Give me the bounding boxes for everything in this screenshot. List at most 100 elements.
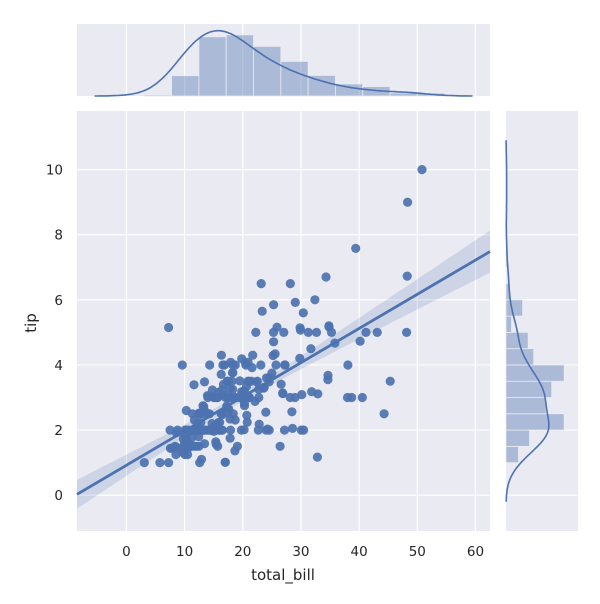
scatter-point	[276, 379, 286, 389]
scatter-point	[299, 425, 309, 435]
scatter-point	[196, 454, 207, 464]
scatter-point	[355, 336, 365, 346]
scatter-point	[257, 306, 267, 316]
marginal-x-kde	[94, 29, 473, 97]
scatter-point	[357, 392, 367, 403]
scatter-point	[256, 360, 266, 370]
x-tick-label: 0	[122, 544, 131, 560]
scatter-point	[251, 327, 261, 337]
marginal-y-bar	[505, 445, 519, 464]
scatter-point	[239, 425, 249, 435]
marginal-y-bar	[505, 397, 547, 415]
y-tick-label: 10	[46, 163, 63, 179]
scatter-point	[248, 350, 258, 360]
scatter-point	[235, 376, 245, 386]
marginal-y-panel	[505, 111, 578, 531]
scatter-point	[139, 458, 149, 468]
scatter-point	[287, 407, 297, 417]
scatter-point	[303, 327, 313, 337]
marginal-x-bar	[198, 36, 227, 97]
scatter-point	[279, 327, 289, 337]
scatter-point	[269, 300, 279, 310]
scatter-point	[298, 308, 308, 318]
marginal-y-bar	[505, 315, 512, 333]
scatter-point	[306, 344, 316, 354]
scatter-point	[264, 425, 274, 435]
scatter-point	[351, 243, 361, 253]
scatter-point	[177, 360, 187, 370]
scatter-point	[272, 322, 282, 332]
marginal-y-bar	[505, 331, 529, 350]
scatter-point	[313, 389, 323, 399]
scatter-point	[230, 415, 240, 425]
scatter-point	[205, 360, 215, 370]
scatter-point	[216, 369, 226, 379]
scatter-point	[403, 197, 413, 207]
y-tick-label: 4	[54, 358, 63, 374]
scatter-panel: 0 10 20 30 40 50 60 0 2 4 6 8 10	[46, 111, 491, 560]
scatter-point	[228, 368, 238, 378]
marginal-x-background	[77, 24, 490, 96]
y-axis-label: tip	[22, 313, 40, 333]
scatter-point	[379, 409, 389, 419]
marginal-y-bar	[505, 348, 535, 366]
marginal-y-bar	[505, 429, 530, 447]
marginal-y-bar	[505, 299, 524, 317]
scatter-point	[183, 449, 193, 460]
scatter-point	[228, 384, 238, 394]
scatter-point	[295, 325, 306, 335]
scatter-point	[239, 401, 250, 411]
scatter-point	[270, 349, 280, 359]
marginal-y-bar	[505, 364, 565, 382]
marginal-x-bar	[253, 45, 282, 97]
scatter-point	[216, 350, 226, 360]
x-axis-label: total_bill	[251, 566, 315, 585]
scatter-point	[247, 363, 257, 373]
marginal-x-bar	[143, 94, 172, 97]
scatter-point	[290, 297, 300, 307]
scatter-point	[310, 295, 320, 305]
marginal-y-background	[506, 111, 578, 531]
scatter-point	[311, 327, 322, 337]
x-tick-label: 10	[176, 544, 193, 560]
scatter-point	[280, 360, 290, 370]
scatter-point	[225, 433, 235, 443]
scatter-point	[213, 441, 223, 451]
scatter-point	[271, 360, 281, 370]
scatter-point	[326, 327, 337, 337]
scatter-point	[164, 322, 174, 333]
scatter-point	[254, 419, 264, 429]
x-tick-label: 20	[234, 544, 251, 560]
scatter-point	[242, 410, 252, 420]
marginal-y-kde	[505, 140, 550, 502]
x-tick-label: 50	[409, 544, 426, 560]
scatter-point	[187, 433, 197, 443]
scatter-point	[402, 327, 412, 337]
scatter-point	[199, 439, 210, 449]
y-tick-label: 2	[54, 423, 63, 439]
scatter-point	[155, 458, 165, 468]
scatter-point	[225, 425, 236, 435]
scatter-point	[189, 380, 199, 390]
x-tick-label: 40	[351, 544, 368, 560]
scatter-point	[343, 360, 353, 370]
scatter-point	[312, 452, 322, 462]
marginal-x-bar	[171, 75, 200, 97]
regression-line	[76, 250, 491, 496]
scatter-point	[164, 458, 174, 468]
scatter-point	[323, 370, 333, 380]
scatter-point	[275, 441, 285, 451]
scatter-point	[227, 376, 237, 386]
x-tick-label: 60	[467, 544, 484, 560]
scatter-point	[269, 337, 279, 347]
y-tick-label: 8	[54, 228, 63, 244]
scatter-point	[402, 271, 412, 281]
scatter-point	[321, 272, 331, 282]
scatter-point	[261, 407, 271, 417]
scatter-point	[232, 441, 242, 451]
scatter-point	[285, 279, 295, 289]
scatter-point	[256, 279, 266, 289]
marginal-x-bar	[225, 34, 254, 97]
